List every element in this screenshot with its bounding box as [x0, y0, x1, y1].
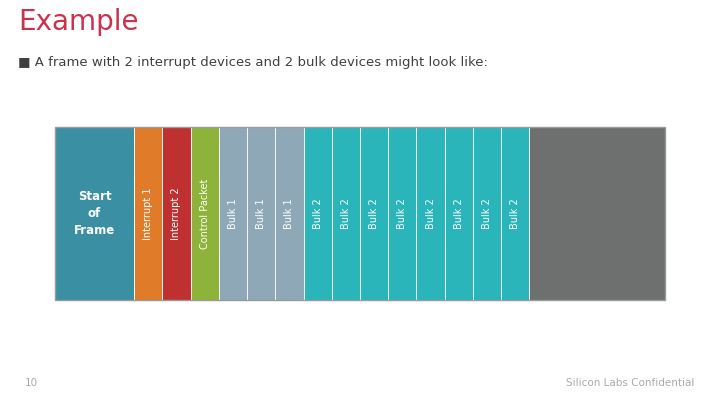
Text: Bulk 1: Bulk 1 [256, 198, 266, 229]
Text: Interrupt 1: Interrupt 1 [143, 187, 153, 240]
Text: Bulk 2: Bulk 2 [426, 198, 436, 229]
Text: Bulk 2: Bulk 2 [397, 198, 408, 229]
Text: Control Packet: Control Packet [199, 178, 210, 249]
Text: Bulk 2: Bulk 2 [312, 198, 323, 229]
Text: Bulk 2: Bulk 2 [482, 198, 492, 229]
Text: Interrupt 2: Interrupt 2 [171, 187, 181, 240]
Text: Bulk 1: Bulk 1 [228, 198, 238, 229]
Text: Example: Example [18, 8, 138, 36]
Text: Start
of
Frame: Start of Frame [74, 190, 115, 237]
Text: ■ A frame with 2 interrupt devices and 2 bulk devices might look like:: ■ A frame with 2 interrupt devices and 2… [18, 56, 488, 69]
Text: Bulk 2: Bulk 2 [510, 198, 521, 229]
Text: Silicon Labs Confidential: Silicon Labs Confidential [567, 378, 695, 388]
Text: Bulk 2: Bulk 2 [369, 198, 379, 229]
Text: Bulk 2: Bulk 2 [341, 198, 351, 229]
Text: Bulk 1: Bulk 1 [284, 198, 294, 229]
Text: Bulk 2: Bulk 2 [454, 198, 464, 229]
Text: 10: 10 [25, 378, 38, 388]
